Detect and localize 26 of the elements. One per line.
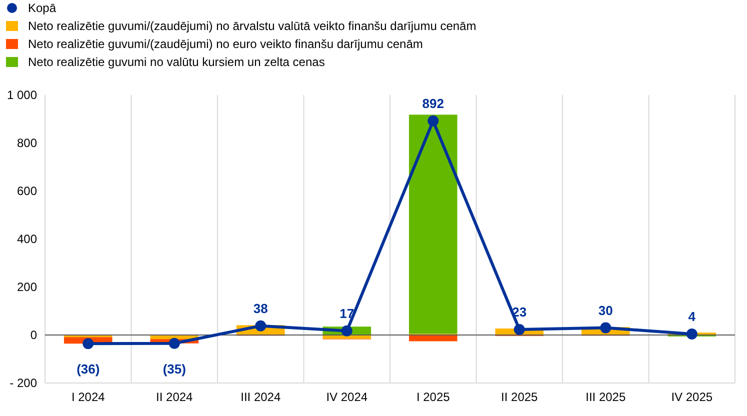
y-tick-label: 800	[16, 136, 38, 150]
y-tick-label: - 200	[10, 376, 38, 390]
x-tick-label: IV 2024	[326, 390, 368, 404]
x-tick-label: IV 2025	[671, 390, 713, 404]
x-tick-label: II 2025	[501, 390, 538, 404]
legend-label: Kopā	[28, 1, 56, 16]
data-label: 892	[422, 96, 444, 111]
legend-label: Neto realizētie guvumi/(zaudējumi) no ārvalstu valūtā veikto finanšu darījumu cenām	[28, 19, 476, 34]
y-tick-label: 1 000	[6, 88, 38, 102]
y-tick-label: 600	[16, 184, 38, 198]
x-tick-label: I 2024	[71, 390, 106, 404]
legend-label: Neto realizētie guvumi no valūtu kursiem un zelta cenas	[28, 55, 325, 70]
x-tick-label: I 2025	[416, 390, 450, 404]
data-label: (35)	[162, 361, 186, 376]
x-tick-label: III 2024	[240, 390, 281, 404]
data-label: 4	[688, 309, 696, 324]
x-tick-label: III 2025	[586, 390, 626, 404]
data-label: 30	[598, 302, 613, 318]
data-label: 38	[253, 300, 268, 316]
legend-label: Neto realizētie guvumi/(zaudējumi) no euro veikto finanšu darījumu cenām	[28, 37, 423, 52]
y-tick-label: 200	[16, 280, 38, 294]
y-tick-label: 0	[30, 328, 38, 342]
data-label: (36)	[76, 362, 100, 377]
x-tick-label: II 2024	[156, 390, 194, 404]
data-label: 17	[340, 306, 354, 321]
y-tick-label: 400	[16, 232, 38, 246]
